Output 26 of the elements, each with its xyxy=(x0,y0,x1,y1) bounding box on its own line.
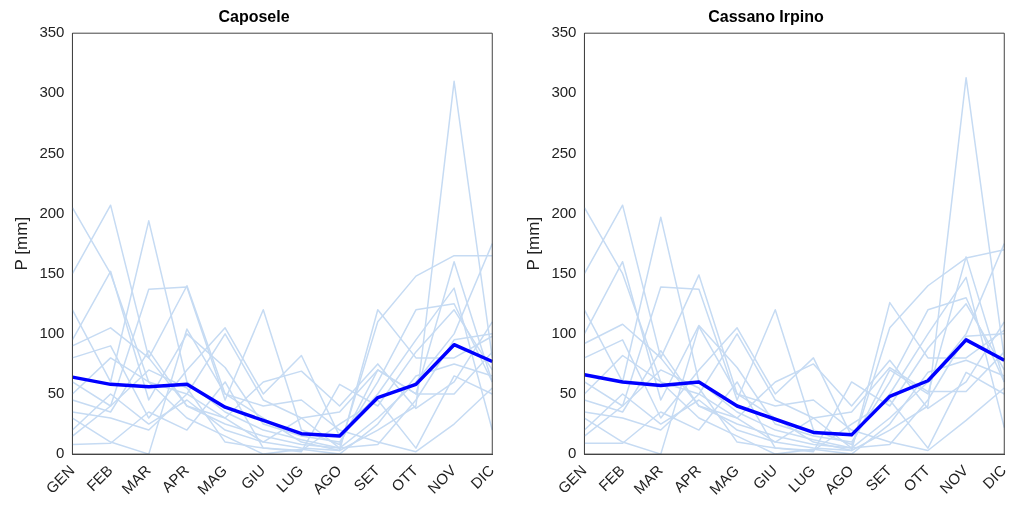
y-tick-label: 300 xyxy=(39,83,65,101)
y-tick-label: 150 xyxy=(39,263,65,281)
x-tick-label: DIC xyxy=(467,461,498,492)
y-tick-label: 100 xyxy=(39,323,65,341)
y-tick-label: 300 xyxy=(551,83,577,101)
y-tick-label: 0 xyxy=(56,444,65,462)
y-tick-label: 50 xyxy=(47,384,65,402)
y-tick-label: 200 xyxy=(39,203,65,221)
x-tick-label: DIC xyxy=(979,461,1010,492)
chart-title: Cassano Irpino xyxy=(708,8,825,26)
y-tick-label: 350 xyxy=(39,23,65,41)
y-tick-label: 200 xyxy=(551,203,577,221)
y-tick-label: 50 xyxy=(559,384,577,402)
y-axis-title: P [mm] xyxy=(523,216,543,271)
x-tick-label: GIU xyxy=(749,461,781,493)
y-tick-label: 250 xyxy=(39,143,65,161)
y-tick-label: 250 xyxy=(551,143,577,161)
y-tick-label: 100 xyxy=(551,323,577,341)
y-tick-label: 150 xyxy=(551,263,577,281)
chart-title: Caposele xyxy=(218,8,290,26)
x-tick-label: FEB xyxy=(594,461,628,495)
y-tick-label: 0 xyxy=(568,444,577,462)
x-tick-label: FEB xyxy=(82,461,116,495)
y-tick-label: 350 xyxy=(551,23,577,41)
x-tick-label: GIU xyxy=(237,461,269,493)
y-axis-title: P [mm] xyxy=(11,216,31,271)
